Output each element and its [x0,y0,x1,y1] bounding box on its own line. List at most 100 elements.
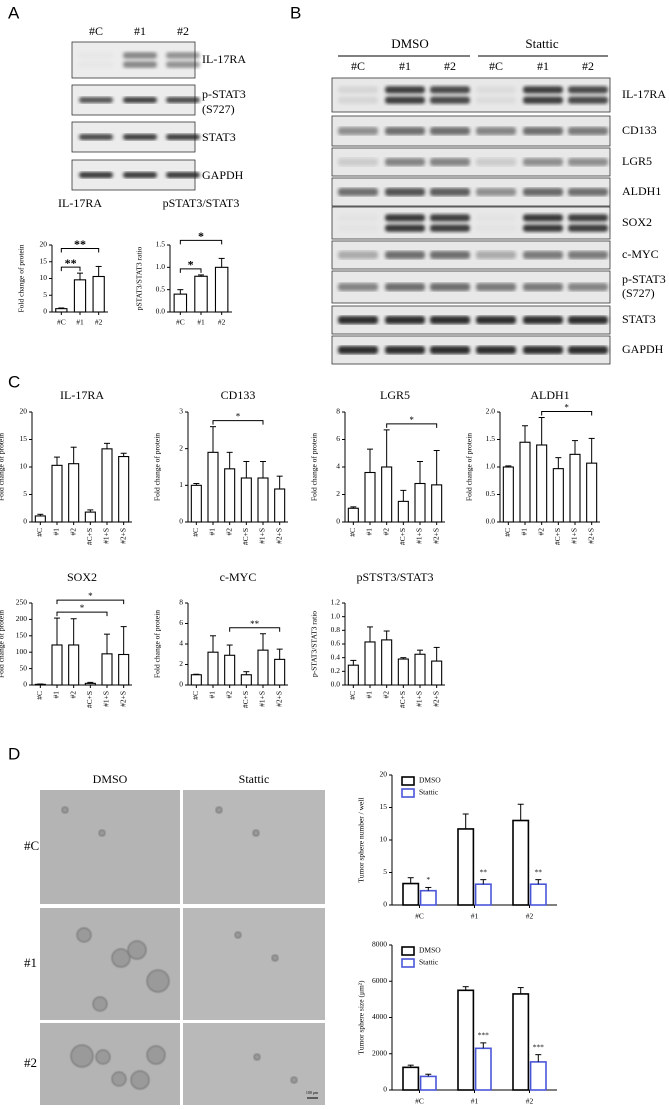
band-part [338,96,378,104]
blot-label: ALDH1 [622,184,661,198]
band [476,188,516,196]
sphere [76,927,92,943]
micrograph [40,790,180,904]
band [568,316,608,324]
bar [257,477,269,523]
band-part [476,214,516,221]
y-tick-label: 250 [16,598,28,607]
column-label: DMSO [93,772,128,786]
legend-label: DMSO [419,946,441,955]
sphere [127,940,147,960]
band-part [166,172,200,178]
band [568,86,608,104]
y-axis-label: Fold change of protein [17,244,26,312]
panel-label: D [8,744,20,763]
x-tick-label: #2+S [274,528,283,544]
bar [552,468,564,523]
y-axis-label: Fold change of protein [0,433,6,501]
bar [347,664,359,686]
x-tick-label: #C [35,528,44,537]
y-axis-label: p-STAT3/STAT3 ratio [310,611,319,677]
band [568,251,608,259]
significance-label: *** [533,1042,545,1051]
sphere [234,931,242,939]
chart-title: CD133 [221,388,256,402]
bar [431,660,443,686]
significance-bracket [60,266,81,272]
blot-label: GAPDH [622,342,664,356]
band-part [385,214,425,222]
bar [68,463,80,523]
band [338,316,378,324]
bar [194,275,208,313]
bar [414,653,426,686]
x-tick-label: #C [348,528,357,537]
y-tick-label: 0.0 [331,680,341,689]
band-part [430,283,470,291]
x-tick-label: #C+S [553,528,562,545]
bar [207,451,219,523]
y-tick-label: 2 [179,659,183,668]
sphere [271,954,279,962]
x-tick-label: #2 [68,528,77,536]
blot-strip [331,305,611,335]
y-axis-label: Tumor sphere size (μm²) [357,980,366,1055]
y-axis-label: pSTAT3/STAT3 ratio [135,246,144,310]
x-tick-label: #1+S [570,528,579,544]
blot-label: IL-17RA [622,87,666,101]
blot-label: (S727) [202,102,235,116]
sphere [215,806,223,814]
blot-label: IL-17RA [202,52,246,66]
lane-label: #1 [399,59,411,73]
x-tick-label: #C [57,318,66,327]
y-tick-label: 6 [179,618,183,627]
band [430,251,470,259]
band [338,158,378,166]
band-part [523,158,563,166]
blot-label: LGR5 [622,154,652,168]
band [123,97,157,103]
y-tick-label: 0.0 [486,517,496,526]
bar [402,882,420,906]
x-tick-label: #2 [526,912,534,921]
x-tick-label: #1 [520,528,529,536]
panel-label: C [8,372,20,391]
x-tick-label: #2+S [274,691,283,707]
y-tick-label: 0 [23,517,27,526]
band [430,127,470,135]
band-part [476,316,516,324]
bar [190,484,202,523]
band-part [476,225,516,232]
legend-swatch [401,788,415,798]
y-tick-label: 0.0 [156,307,166,316]
band [523,251,563,259]
x-tick-label: #C [348,691,357,700]
band-part [523,346,563,354]
band [123,172,157,178]
significance-label: * [409,415,414,425]
y-tick-label: 5 [23,489,27,498]
bar [92,275,105,313]
y-axis-label: Fold change of protein [153,433,162,501]
bar [431,484,443,523]
sphere [111,1071,127,1087]
significance-label: ** [535,867,543,876]
band-part [568,127,608,135]
lane-label: #C [489,59,503,73]
x-tick-label: #C [415,1097,424,1106]
band [430,316,470,324]
blot-label: p-STAT3 [622,272,666,286]
band [338,127,378,135]
band-part [123,97,157,103]
y-tick-label: 4 [336,462,340,471]
bar [536,444,548,523]
blot-strip [331,335,611,365]
x-tick-label: #C+S [241,528,250,545]
row-label: #C [24,838,39,853]
x-tick-label: #2 [381,691,390,699]
band-part [338,214,378,221]
y-axis-label: Fold change of protein [0,610,6,678]
band [166,97,200,103]
x-tick-label: #C [35,691,44,700]
band [338,346,378,354]
